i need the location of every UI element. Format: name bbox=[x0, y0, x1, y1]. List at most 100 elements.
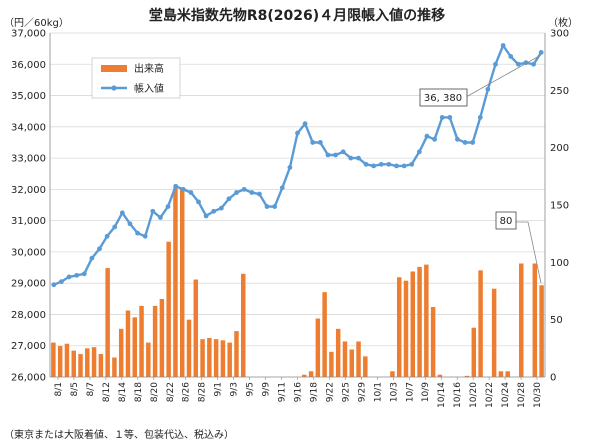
x-axis-tick-label: 10/30 bbox=[533, 382, 543, 408]
x-axis-tick-label: 8/1 bbox=[54, 382, 64, 396]
settlement-point bbox=[378, 161, 384, 167]
settlement-point bbox=[142, 233, 148, 239]
settlement-point bbox=[158, 215, 163, 220]
settlement-point bbox=[455, 136, 460, 142]
x-axis-tick-label: 9/25 bbox=[341, 382, 351, 402]
settlement-point bbox=[203, 213, 209, 219]
right-axis-tick-label: 200 bbox=[550, 143, 569, 154]
volume-bar bbox=[363, 356, 368, 377]
settlement-point bbox=[74, 272, 80, 278]
right-axis-tick-label: 150 bbox=[550, 201, 569, 212]
settlement-point bbox=[51, 282, 57, 288]
settlement-point bbox=[310, 140, 316, 145]
volume-bar bbox=[213, 339, 219, 377]
x-axis-tick-label: 8/22 bbox=[166, 382, 176, 402]
settlement-point bbox=[447, 115, 453, 120]
volume-bar bbox=[98, 354, 104, 377]
settlement-point bbox=[218, 205, 224, 211]
volume-bar bbox=[85, 348, 90, 377]
x-axis-tick-label: 8/20 bbox=[150, 382, 160, 402]
settlement-point bbox=[325, 152, 331, 158]
x-axis-tick-label: 9/16 bbox=[294, 382, 304, 402]
x-axis-tick-label: 9/11 bbox=[278, 382, 288, 402]
x-axis-tick-label: 10/16 bbox=[453, 382, 463, 408]
callout-leader-volume bbox=[516, 221, 542, 284]
x-axis-tick-label: 8/7 bbox=[86, 382, 96, 396]
settlement-point bbox=[127, 221, 133, 227]
volume-bar bbox=[227, 342, 232, 377]
callout-box-settlement bbox=[419, 88, 468, 107]
settlement-point bbox=[424, 133, 430, 139]
volume-bar bbox=[498, 371, 504, 377]
settlement-point bbox=[272, 204, 278, 209]
x-axis-tick-label: 9/18 bbox=[309, 382, 319, 402]
volume-bar bbox=[417, 266, 422, 377]
left-axis-tick-label: 28,000 bbox=[11, 310, 46, 321]
volume-bar bbox=[234, 331, 239, 377]
volume-bar bbox=[519, 263, 524, 377]
x-axis-tick-label: 10/24 bbox=[501, 382, 511, 408]
volume-bar bbox=[322, 292, 327, 377]
volume-bar bbox=[315, 318, 321, 377]
settlement-point bbox=[249, 190, 255, 195]
volume-bar bbox=[166, 241, 171, 377]
x-axis-tick-label: 9/3 bbox=[230, 382, 240, 396]
x-axis-tick-label: 9/9 bbox=[262, 382, 272, 397]
volume-bar bbox=[349, 349, 354, 377]
volume-bar bbox=[342, 341, 348, 377]
x-axis-tick-label: 10/14 bbox=[437, 382, 447, 408]
settlement-point bbox=[226, 196, 232, 202]
settlement-point bbox=[508, 54, 514, 59]
callout-box-volume bbox=[495, 211, 517, 230]
volume-bar bbox=[132, 317, 137, 377]
volume-bar bbox=[200, 339, 205, 377]
volume-bar bbox=[207, 338, 212, 377]
left-axis-tick-label: 33,000 bbox=[11, 154, 46, 165]
left-axis-tick-label: 34,000 bbox=[11, 122, 46, 133]
settlement-point bbox=[104, 233, 110, 239]
volume-bar bbox=[125, 310, 131, 377]
settlement-point bbox=[89, 255, 95, 261]
volume-bar bbox=[430, 307, 436, 377]
settlement-point bbox=[432, 136, 437, 142]
x-axis-tick-label: 10/1 bbox=[373, 382, 383, 402]
x-axis-tick-label: 9/22 bbox=[325, 382, 335, 402]
callout-leader-settlement bbox=[465, 54, 542, 98]
left-axis-tick-label: 37,000 bbox=[11, 29, 46, 40]
legend-marker-settlement bbox=[111, 85, 117, 91]
settlement-point bbox=[188, 190, 194, 195]
legend-swatch-volume bbox=[101, 65, 127, 72]
volume-bar bbox=[410, 271, 416, 377]
settlement-point bbox=[531, 61, 536, 67]
settlement-point bbox=[386, 161, 392, 167]
volume-bar bbox=[478, 270, 483, 377]
settlement-point bbox=[165, 204, 171, 209]
volume-bar bbox=[118, 328, 124, 377]
volume-bar bbox=[539, 285, 544, 377]
settlement-point bbox=[538, 49, 544, 55]
volume-bar bbox=[532, 263, 538, 377]
volume-bars bbox=[51, 187, 544, 377]
settlement-point bbox=[196, 199, 201, 205]
left-axis-tick-label: 30,000 bbox=[11, 247, 46, 258]
x-axis-tick-label: 8/26 bbox=[182, 382, 192, 402]
left-axis-ticks: 26,000 27,000 28,000 29,000 30,000 31,000 32,0… bbox=[11, 29, 46, 384]
settlement-point bbox=[462, 140, 468, 145]
settlement-point bbox=[363, 161, 369, 167]
volume-bar bbox=[173, 187, 178, 377]
right-axis-tick-label: 300 bbox=[550, 29, 569, 40]
settlement-line bbox=[51, 43, 544, 288]
volume-bar bbox=[329, 351, 334, 377]
legend-box bbox=[91, 57, 181, 99]
volume-bar bbox=[179, 187, 185, 377]
volume-bar bbox=[152, 305, 158, 377]
x-axis-tick-label: 10/7 bbox=[405, 382, 415, 402]
legend-label-settlement: 帳入値 bbox=[134, 82, 164, 95]
settlement-point bbox=[485, 86, 491, 92]
settlement-point bbox=[515, 61, 521, 67]
settlement-point bbox=[59, 279, 64, 285]
volume-bar bbox=[91, 347, 97, 377]
left-axis-unit: （円／60kg） bbox=[4, 17, 69, 29]
settlement-point bbox=[150, 208, 156, 214]
settlement-point bbox=[371, 163, 377, 169]
